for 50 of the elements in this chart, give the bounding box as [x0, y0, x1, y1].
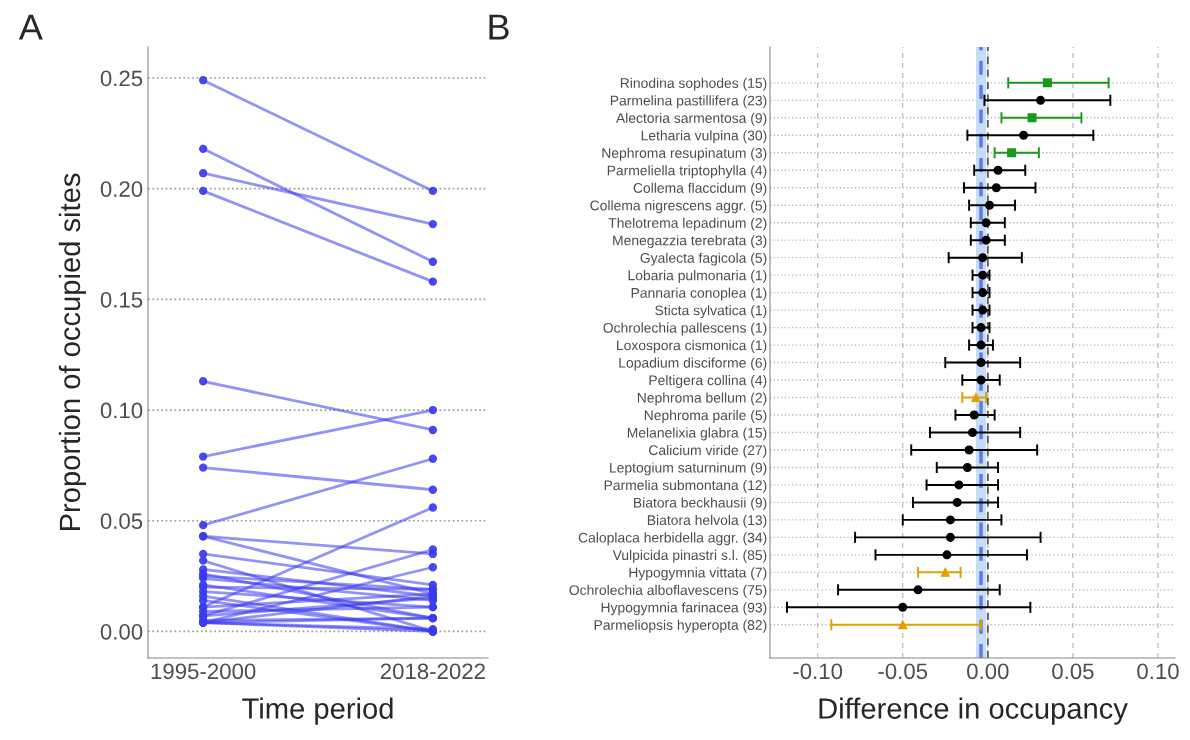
- y-tick-label: Parmeliella triptophylla (4): [607, 165, 767, 179]
- y-tick-label: Parmelina pastillifera (23): [610, 95, 767, 109]
- x-tick-label: -0.10: [793, 663, 843, 680]
- x-axis-title: Time period: [242, 697, 393, 725]
- y-axis-title: Proportion of occupied sites: [58, 173, 86, 531]
- y-tick-label: Alectoria sarmentosa (9): [615, 112, 767, 126]
- x-axis-title: Difference in occupancy: [819, 697, 1128, 725]
- x-tick-label: 0.10: [1137, 663, 1179, 680]
- y-tick-label: Leptogium saturninum (9): [610, 462, 767, 476]
- y-tick-label: Parmelia submontana (12): [604, 479, 767, 493]
- x-tick-label: 0.05: [1052, 663, 1094, 680]
- y-tick-label: Collema nigrescens aggr. (5): [590, 200, 767, 214]
- y-tick-label: Biatora helvola (13): [647, 514, 767, 528]
- y-tick-label: Lopadium disciforme (6): [619, 357, 767, 371]
- y-tick-label: 0.20: [100, 181, 143, 197]
- y-tick-label: Loxospora cismonica (1): [617, 340, 767, 353]
- y-tick-label: Peltigera collina (4): [649, 375, 767, 388]
- y-tick-label: 0.00: [100, 623, 143, 640]
- y-tick-label: 0.15: [100, 291, 143, 308]
- y-tick-label: Calicium viride (27): [649, 444, 767, 458]
- y-tick-label: Menegazzia terebrata (3): [613, 235, 767, 249]
- y-tick-label: Thelotrema lepadinum (2): [608, 217, 767, 231]
- y-tick-label: Nephroma parile (5): [644, 409, 767, 423]
- y-tick-label: Sticta sylvatica (1): [655, 305, 767, 319]
- x-tick-label: 2018-2022: [380, 663, 485, 680]
- x-tick-label: -0.05: [878, 663, 928, 680]
- y-tick-label: 0.10: [100, 402, 143, 419]
- y-tick-label: Collema flaccidum (9): [633, 182, 767, 196]
- x-tick-label: 1995-2000: [151, 663, 256, 680]
- y-tick-label: Lobaria pulmonaria (1): [628, 270, 767, 284]
- y-tick-label: Hypogymnia farinacea (93): [601, 602, 767, 616]
- y-tick-label: Ochrolechia alboflavescens (75): [569, 584, 767, 598]
- y-tick-label: 0.05: [100, 513, 143, 530]
- x-tick-label: 0.00: [967, 663, 1009, 680]
- y-tick-label: Nephroma resupinatum (3): [602, 147, 767, 161]
- y-tick-label: Vulpicida pinastri s.l. (85): [612, 549, 767, 563]
- y-tick-label: Nephroma bellum (2): [637, 392, 767, 406]
- y-tick-label: 0.25: [100, 70, 143, 87]
- y-tick-label: Gyalecta fagicola (5): [640, 252, 767, 266]
- y-tick-label: Biatora beckhausii (9): [634, 497, 767, 511]
- chart-title: A: [18, 14, 43, 40]
- y-tick-label: Parmeliopsis hyperopta (82): [594, 619, 767, 633]
- y-tick-label: Ochrolechia pallescens (1): [603, 322, 767, 336]
- chart-title: B: [489, 14, 509, 40]
- y-tick-label: Rinodina sophodes (15): [620, 77, 767, 91]
- y-tick-label: Pannaria conoplea (1): [631, 287, 767, 301]
- y-tick-label: Caloplaca herbidella aggr. (34): [578, 532, 767, 546]
- y-tick-label: Hypogymnia vittata (7): [629, 567, 767, 581]
- y-tick-label: Letharia vulpina (30): [641, 130, 767, 144]
- y-tick-label: Melanelixia glabra (15): [627, 427, 767, 441]
